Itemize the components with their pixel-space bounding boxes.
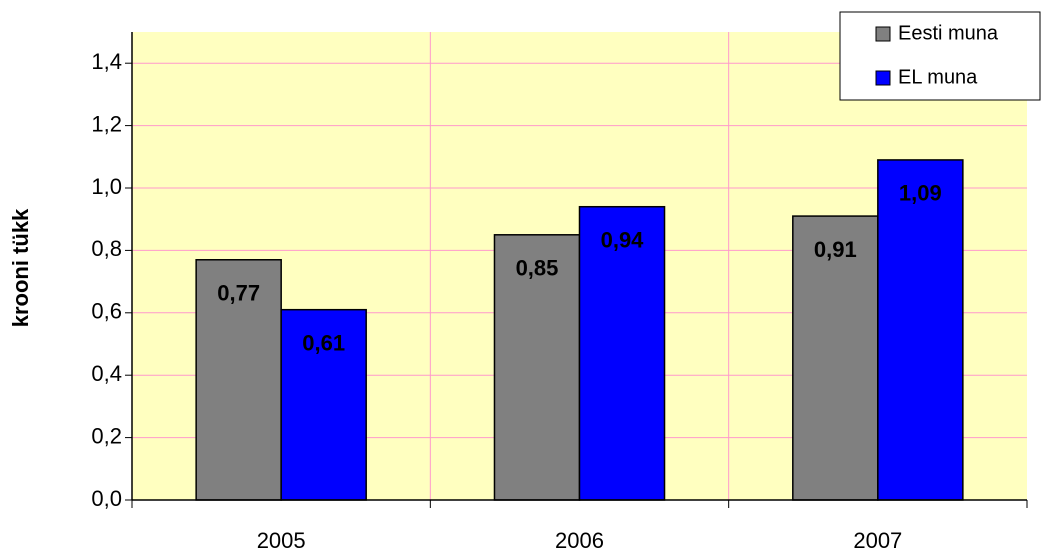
value-label: 0,61 [302,330,345,355]
legend-swatch [875,26,891,42]
bar [877,159,964,501]
y-tick-label: 1,0 [91,174,122,199]
legend-box [839,11,1041,101]
legend-swatch [875,70,891,86]
y-tick-label: 0,4 [91,361,122,386]
y-tick-label: 1,2 [91,111,122,136]
y-tick-label: 1,4 [91,49,122,74]
y-tick-label: 0,8 [91,236,122,261]
value-label: 0,85 [516,256,559,281]
legend-label: Eesti muna [898,22,999,44]
value-label: 1,09 [899,181,942,206]
y-tick-label: 0,0 [91,486,122,511]
y-tick-label: 0,6 [91,299,122,324]
bar [578,205,666,501]
y-tick-label: 0,2 [91,423,122,448]
bar [493,234,581,501]
x-tick-label: 2005 [257,528,306,553]
bar [280,308,367,501]
value-label: 0,91 [814,237,857,262]
y-axis-title: krooni tükk [8,208,33,327]
x-tick-label: 2007 [853,528,902,553]
legend-label: EL muna [898,66,978,88]
value-label: 0,94 [601,228,645,253]
value-label: 0,77 [217,281,260,306]
x-tick-label: 2006 [555,528,604,553]
bar [792,215,879,501]
